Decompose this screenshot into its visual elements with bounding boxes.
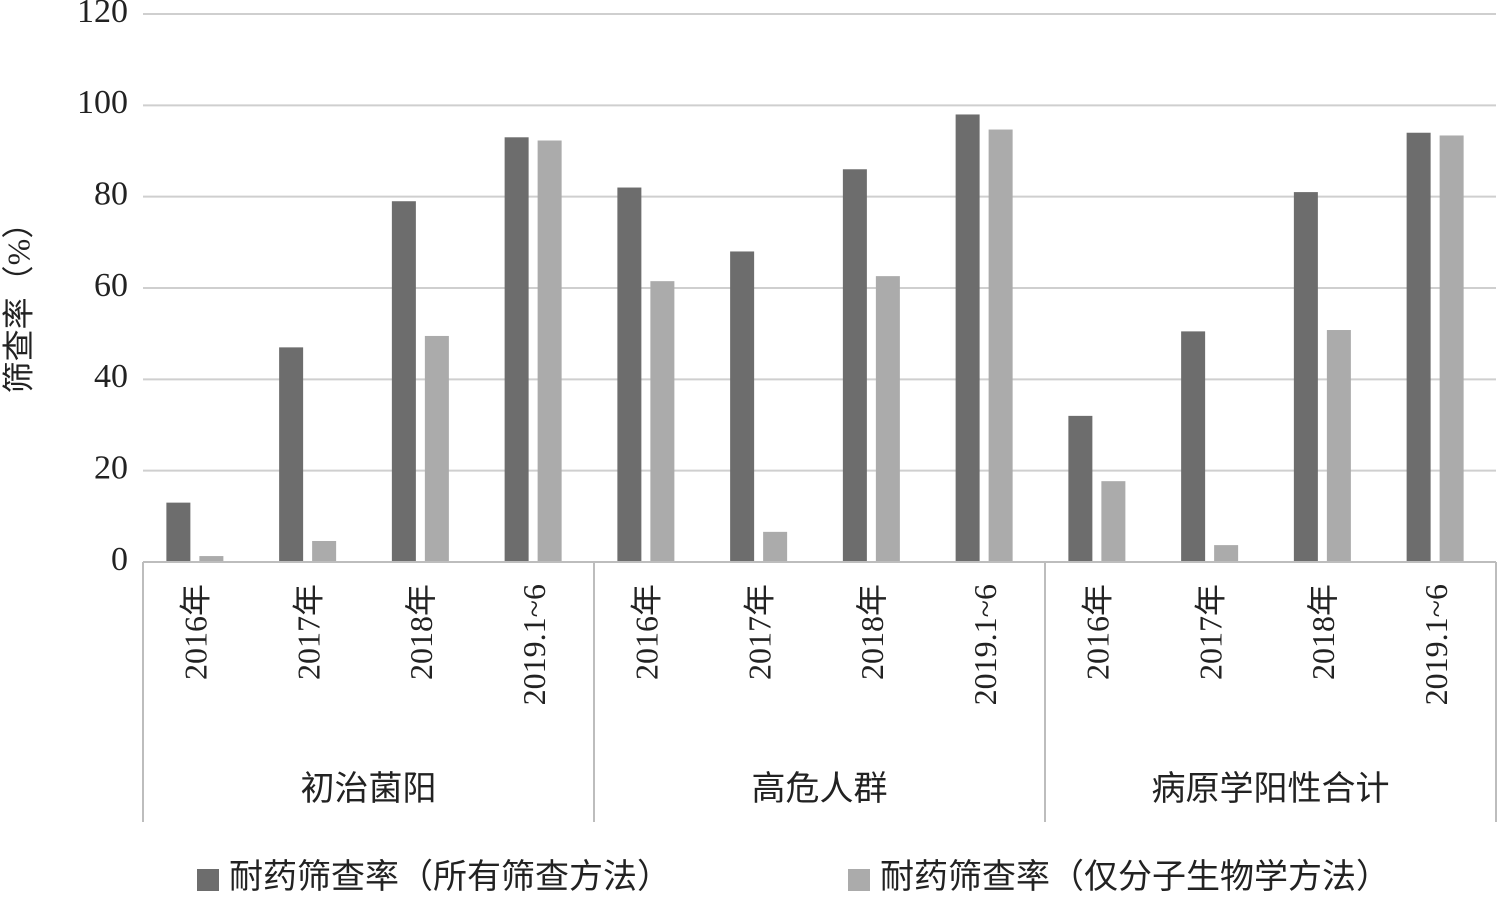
x-tick-label: 2017年 (1192, 584, 1228, 680)
x-tick-label: 2018年 (403, 584, 439, 680)
bar (1293, 192, 1318, 562)
bar (650, 281, 675, 562)
bar (424, 335, 449, 562)
group-label: 初治菌阳 (301, 770, 437, 808)
y-axis-label: 筛查率（%） (0, 207, 36, 394)
bar (842, 169, 867, 562)
y-tick-label: 60 (94, 267, 128, 304)
bar (504, 137, 529, 563)
y-tick-label: 20 (94, 449, 128, 486)
legend-label: 耐药筛查率（所有筛查方法） (229, 858, 671, 896)
x-tick-label: 2019.1~6 (1418, 584, 1454, 705)
bar (1214, 545, 1239, 562)
bar (1439, 135, 1464, 562)
bar (1326, 330, 1351, 562)
x-tick-label: 2017年 (290, 584, 326, 680)
legend-swatch (848, 869, 870, 891)
group-label: 病原学阳性合计 (1152, 770, 1390, 808)
bar (1181, 331, 1206, 562)
bar (1101, 481, 1126, 562)
y-tick-label: 40 (94, 358, 128, 395)
x-tick-label: 2019.1~6 (967, 584, 1003, 705)
legend-label: 耐药筛查率（仅分子生物学方法） (880, 858, 1390, 896)
group-label: 高危人群 (752, 770, 888, 808)
bar (875, 276, 900, 562)
bar (1406, 132, 1431, 562)
y-tick-label: 80 (94, 175, 128, 212)
y-tick-label: 0 (111, 541, 128, 578)
x-tick-label: 2016年 (629, 584, 665, 680)
bar (1068, 415, 1093, 562)
x-tick-label: 2018年 (1305, 584, 1341, 680)
x-tick-label: 2018年 (854, 584, 890, 680)
bar (537, 140, 562, 562)
bar (391, 201, 416, 562)
bar (730, 251, 755, 562)
legend-swatch (197, 869, 219, 891)
bar (312, 540, 337, 562)
bar (955, 114, 980, 562)
x-tick-label: 2016年 (178, 584, 214, 680)
y-tick-label: 100 (77, 84, 128, 121)
bar (617, 187, 642, 563)
x-tick-label: 2016年 (1080, 584, 1116, 680)
bar (279, 347, 304, 562)
bar (763, 531, 788, 562)
bar (199, 556, 224, 562)
y-tick-label: 120 (77, 0, 128, 30)
x-tick-label: 2019.1~6 (516, 584, 552, 705)
bar (166, 502, 191, 562)
bar (988, 129, 1013, 562)
x-tick-label: 2017年 (741, 584, 777, 680)
